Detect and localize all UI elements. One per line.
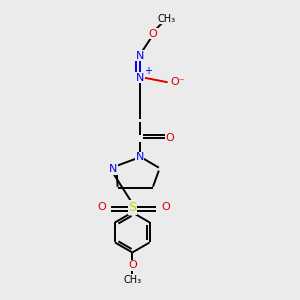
Text: N: N bbox=[136, 152, 144, 162]
Text: CH₃: CH₃ bbox=[157, 14, 175, 24]
Text: O: O bbox=[98, 202, 106, 212]
Text: CH₃: CH₃ bbox=[123, 274, 141, 285]
Text: O: O bbox=[166, 133, 174, 143]
Text: N: N bbox=[136, 73, 144, 83]
Text: S: S bbox=[128, 201, 136, 214]
Text: O: O bbox=[148, 29, 157, 39]
Text: O: O bbox=[128, 260, 137, 270]
Text: O: O bbox=[161, 202, 170, 212]
Text: +: + bbox=[145, 66, 152, 76]
Text: O⁻: O⁻ bbox=[171, 77, 185, 87]
Text: N: N bbox=[109, 164, 117, 174]
Text: N: N bbox=[136, 51, 144, 61]
